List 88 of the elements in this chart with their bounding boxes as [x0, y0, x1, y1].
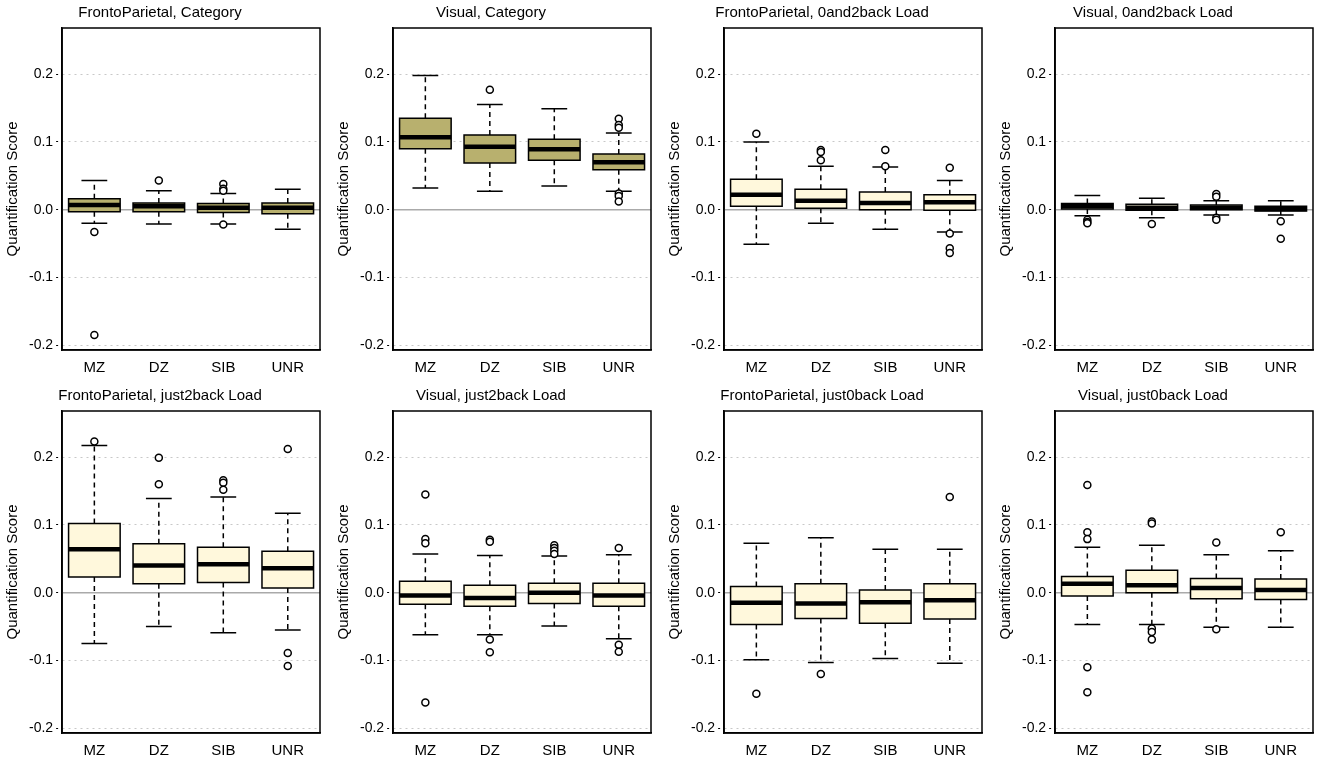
y-tick-label: 0.1: [695, 515, 716, 532]
y-tick-label: -0.2: [1022, 336, 1047, 353]
x-tick-label: SIB: [211, 358, 236, 376]
y-tick-label: 0.0: [364, 583, 385, 600]
y-tick-label: 0.2: [1026, 447, 1047, 464]
y-tick-label: 0.2: [1026, 64, 1047, 81]
x-tick-label: SIB: [873, 741, 898, 759]
y-tick-label: 0.0: [364, 200, 385, 217]
x-tick-label: DZ: [479, 358, 500, 376]
x-tick-label: DZ: [148, 358, 169, 376]
x-tick-label: UNR: [602, 358, 636, 376]
y-tick-label: 0.1: [1026, 132, 1047, 149]
x-tick-label: DZ: [479, 741, 500, 759]
y-tick-label: 0.1: [364, 515, 385, 532]
y-tick-label: 0.2: [695, 447, 716, 464]
x-tick-label: MZ: [1076, 358, 1099, 376]
chart-title: Visual, 0and2back Load: [1073, 3, 1233, 21]
y-tick-label: -0.2: [691, 336, 716, 353]
y-tick-label: 0.1: [33, 515, 54, 532]
x-tick-label: DZ: [148, 741, 169, 759]
y-tick-label: 0.0: [33, 200, 54, 217]
x-tick-label: UNR: [271, 741, 305, 759]
x-tick-label: UNR: [602, 741, 636, 759]
x-tick-label: MZ: [414, 741, 437, 759]
y-tick-label: -0.1: [691, 268, 716, 285]
y-tick-label: -0.1: [29, 268, 54, 285]
x-tick-label: DZ: [1141, 358, 1162, 376]
y-tick-label: -0.1: [1022, 651, 1047, 668]
x-tick-label: UNR: [271, 358, 305, 376]
y-tick-label: -0.1: [1022, 268, 1047, 285]
y-axis-title: Quantification Score: [996, 121, 1014, 257]
y-tick-label: 0.2: [364, 447, 385, 464]
x-tick-label: UNR: [933, 741, 967, 759]
y-axis-title: Quantification Score: [3, 504, 21, 640]
x-tick-label: SIB: [542, 741, 567, 759]
chart-title: FrontoParietal, Category: [78, 3, 243, 21]
x-tick-label: UNR: [1264, 741, 1298, 759]
y-tick-label: 0.0: [33, 583, 54, 600]
y-axis-title: Quantification Score: [665, 504, 683, 640]
x-tick-label: MZ: [745, 358, 768, 376]
x-tick-label: DZ: [1141, 741, 1162, 759]
y-axis-title: Quantification Score: [3, 121, 21, 257]
y-tick-label: 0.1: [33, 132, 54, 149]
y-tick-label: -0.2: [360, 336, 385, 353]
y-tick-label: 0.0: [1026, 200, 1047, 217]
y-tick-label: -0.2: [29, 719, 54, 736]
x-tick-label: SIB: [542, 358, 567, 376]
chart-title: Visual, Category: [436, 3, 547, 21]
x-tick-label: DZ: [810, 358, 831, 376]
chart-title: FrontoParietal, just2back Load: [58, 386, 262, 404]
y-axis-title: Quantification Score: [334, 504, 352, 640]
chart-title: Visual, just2back Load: [416, 386, 566, 404]
x-tick-label: MZ: [414, 358, 437, 376]
y-tick-label: 0.2: [364, 64, 385, 81]
x-tick-label: SIB: [1204, 741, 1229, 759]
x-tick-label: SIB: [1204, 358, 1229, 376]
x-tick-label: SIB: [873, 358, 898, 376]
y-tick-label: 0.0: [695, 200, 716, 217]
y-tick-label: -0.2: [29, 336, 54, 353]
y-tick-label: -0.2: [360, 719, 385, 736]
y-tick-label: -0.1: [360, 651, 385, 668]
y-tick-label: -0.1: [29, 651, 54, 668]
y-tick-label: 0.1: [695, 132, 716, 149]
y-tick-label: -0.1: [360, 268, 385, 285]
y-tick-label: -0.2: [691, 719, 716, 736]
x-tick-label: MZ: [1076, 741, 1099, 759]
x-tick-label: UNR: [1264, 358, 1298, 376]
y-tick-label: 0.0: [1026, 583, 1047, 600]
y-axis-title: Quantification Score: [334, 121, 352, 257]
y-tick-label: 0.1: [1026, 515, 1047, 532]
x-tick-label: MZ: [83, 358, 106, 376]
x-tick-label: DZ: [810, 741, 831, 759]
x-tick-label: UNR: [933, 358, 967, 376]
y-axis-title: Quantification Score: [996, 504, 1014, 640]
chart-title: FrontoParietal, 0and2back Load: [715, 3, 929, 21]
chart-title: FrontoParietal, just0back Load: [720, 386, 924, 404]
y-axis-title: Quantification Score: [665, 121, 683, 257]
y-tick-label: -0.1: [691, 651, 716, 668]
y-tick-label: 0.2: [33, 447, 54, 464]
y-tick-label: 0.2: [33, 64, 54, 81]
x-tick-label: MZ: [83, 741, 106, 759]
x-tick-label: MZ: [745, 741, 768, 759]
y-tick-label: 0.1: [364, 132, 385, 149]
y-tick-label: -0.2: [1022, 719, 1047, 736]
y-tick-label: 0.2: [695, 64, 716, 81]
x-tick-label: SIB: [211, 741, 236, 759]
chart-title: Visual, just0back Load: [1078, 386, 1228, 404]
y-tick-label: 0.0: [695, 583, 716, 600]
